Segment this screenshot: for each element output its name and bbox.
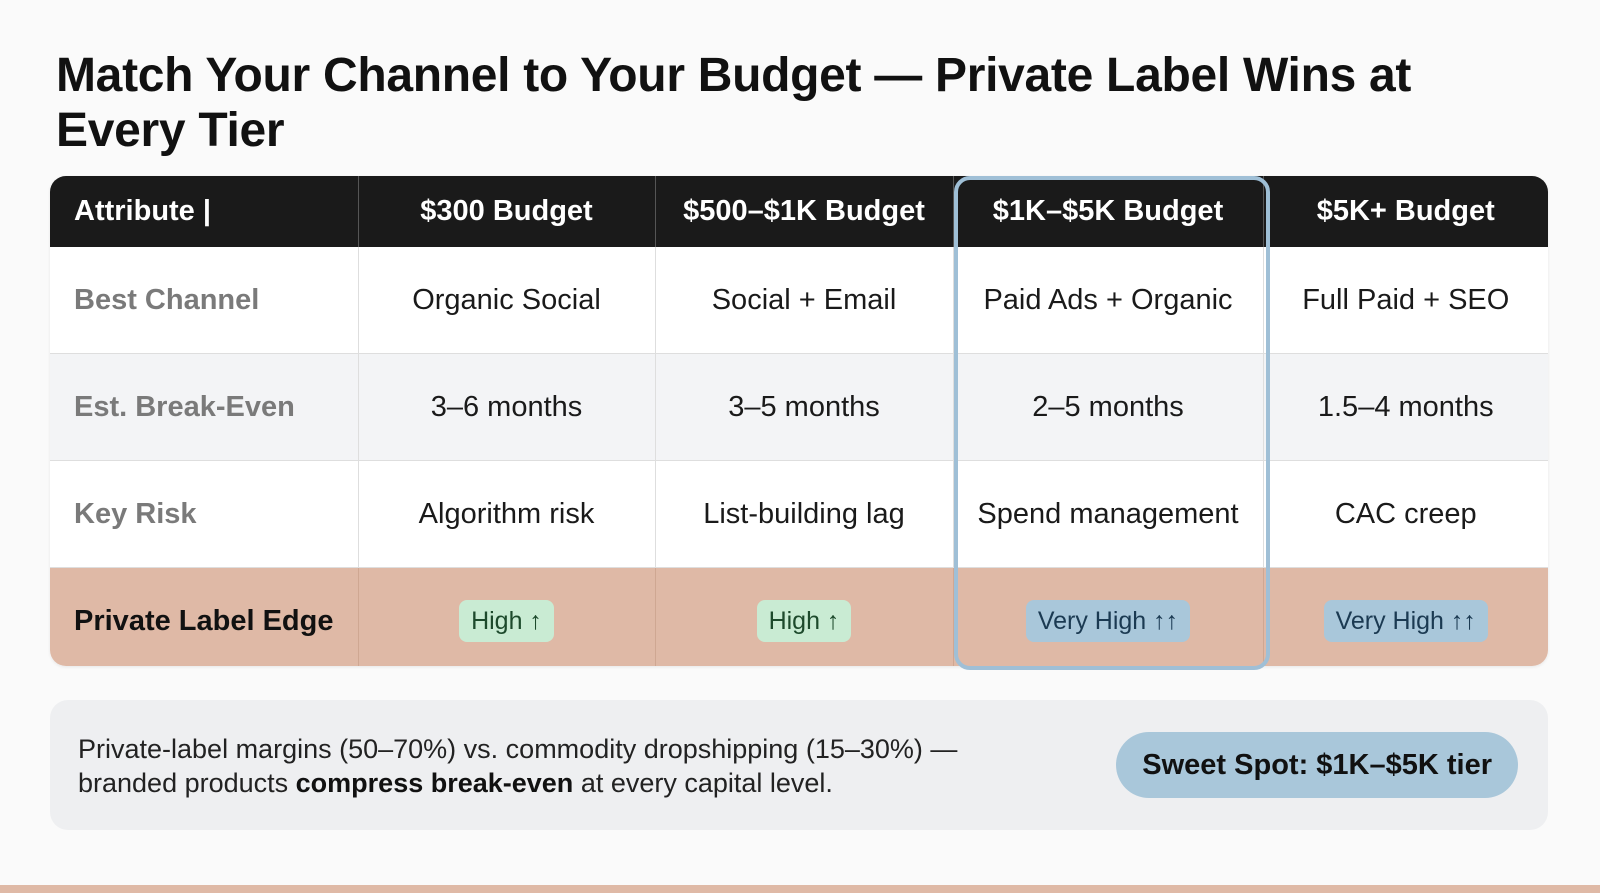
summary-text-emphasis: compress break-even xyxy=(295,768,574,798)
edge-badge: Very High ↑↑ xyxy=(1025,600,1191,642)
table-cell: Paid Ads + Organic xyxy=(953,247,1264,354)
summary-text: Private-label margins (50–70%) vs. commo… xyxy=(78,732,1008,800)
table-cell: 2–5 months xyxy=(953,353,1264,461)
header-5k-plus-budget: $5K+ Budget xyxy=(1263,176,1548,247)
table-cell: List-building lag xyxy=(655,460,954,568)
table-cell: 3–5 months xyxy=(655,353,954,461)
table-cell: High ↑ xyxy=(655,567,954,666)
table-cell: 1.5–4 months xyxy=(1263,353,1548,461)
table-row: Key Risk Algorithm risk List-building la… xyxy=(50,460,1548,568)
edge-badge: High ↑ xyxy=(756,600,852,642)
bottom-accent-bar xyxy=(0,885,1600,893)
budget-comparison-table: Attribute | $300 Budget $500–$1K Budget … xyxy=(50,176,1548,666)
page-title: Match Your Channel to Your Budget — Priv… xyxy=(56,49,1412,157)
sweet-spot-pill: Sweet Spot: $1K–$5K tier xyxy=(1116,732,1518,798)
row-label-private-label-edge: Private Label Edge xyxy=(50,567,359,666)
table-cell: Social + Email xyxy=(655,247,954,354)
summary-text-part: at every capital level. xyxy=(573,768,833,798)
table-cell: 3–6 months xyxy=(358,353,656,461)
table-cell: Algorithm risk xyxy=(358,460,656,568)
table-row: Est. Break-Even 3–6 months 3–5 months 2–… xyxy=(50,353,1548,461)
table-cell: Full Paid + SEO xyxy=(1263,247,1548,354)
header-300-budget: $300 Budget xyxy=(358,176,656,247)
edge-badge: High ↑ xyxy=(459,600,554,642)
table-cell: CAC creep xyxy=(1263,460,1548,568)
row-label-break-even: Est. Break-Even xyxy=(50,353,359,461)
table-cell: Very High ↑↑ xyxy=(1263,567,1548,666)
header-1k-5k-budget: $1K–$5K Budget xyxy=(953,176,1264,247)
header-500-1k-budget: $500–$1K Budget xyxy=(655,176,954,247)
row-label-best-channel: Best Channel xyxy=(50,247,359,354)
table-header-row: Attribute | $300 Budget $500–$1K Budget … xyxy=(50,176,1548,247)
row-label-key-risk: Key Risk xyxy=(50,460,359,568)
edge-badge: Very High ↑↑ xyxy=(1323,600,1488,642)
summary-callout: Private-label margins (50–70%) vs. commo… xyxy=(50,700,1548,830)
table-row: Best Channel Organic Social Social + Ema… xyxy=(50,247,1548,354)
table-cell: Spend management xyxy=(953,460,1264,568)
header-attribute: Attribute | xyxy=(50,176,359,247)
summary-text-part: Private-label margins (50–70%) vs. commo… xyxy=(78,734,958,798)
private-label-edge-row: Private Label Edge High ↑ High ↑ Very Hi… xyxy=(50,567,1548,666)
table-cell: High ↑ xyxy=(358,567,656,666)
table-cell: Organic Social xyxy=(358,247,656,354)
table-cell: Very High ↑↑ xyxy=(953,567,1264,666)
